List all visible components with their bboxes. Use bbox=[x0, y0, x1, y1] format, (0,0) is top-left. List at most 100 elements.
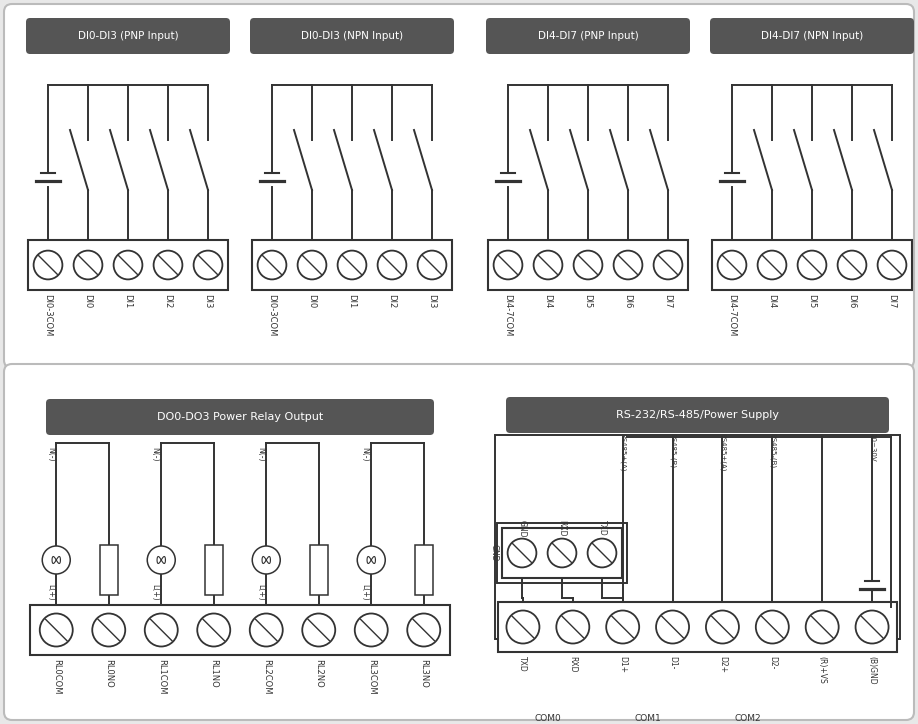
Text: (R)+VS: (R)+VS bbox=[818, 656, 827, 683]
Bar bbox=[30, 605, 450, 655]
Text: RXD: RXD bbox=[557, 520, 566, 536]
Bar bbox=[502, 528, 622, 578]
Circle shape bbox=[418, 251, 446, 279]
Text: DI7: DI7 bbox=[664, 294, 673, 308]
Circle shape bbox=[92, 613, 125, 647]
Bar bbox=[100, 545, 118, 595]
Text: DI1: DI1 bbox=[124, 294, 132, 308]
Text: L(+): L(+) bbox=[151, 584, 160, 601]
Text: RL2NO: RL2NO bbox=[314, 659, 323, 688]
Text: L(+): L(+) bbox=[46, 584, 55, 601]
Text: GND: GND bbox=[489, 544, 498, 562]
Text: DI2: DI2 bbox=[163, 294, 173, 308]
FancyBboxPatch shape bbox=[4, 4, 914, 368]
Text: RS485+(A): RS485+(A) bbox=[719, 433, 726, 471]
Text: DI0-DI3 (PNP Input): DI0-DI3 (PNP Input) bbox=[78, 31, 178, 41]
Circle shape bbox=[377, 251, 407, 279]
Circle shape bbox=[250, 613, 283, 647]
Bar bbox=[712, 240, 912, 290]
Circle shape bbox=[556, 610, 589, 644]
Circle shape bbox=[153, 251, 183, 279]
Bar bbox=[252, 240, 452, 290]
Circle shape bbox=[656, 610, 689, 644]
Circle shape bbox=[606, 610, 639, 644]
Text: DI4-7COM: DI4-7COM bbox=[727, 294, 736, 337]
Text: DI6: DI6 bbox=[623, 294, 633, 308]
Text: D2-: D2- bbox=[767, 656, 777, 670]
Bar bbox=[497, 523, 627, 583]
Text: L(+): L(+) bbox=[361, 584, 370, 601]
Text: RL1NO: RL1NO bbox=[209, 659, 218, 688]
FancyBboxPatch shape bbox=[4, 364, 914, 720]
Circle shape bbox=[507, 610, 540, 644]
Text: N(-): N(-) bbox=[256, 447, 264, 461]
Circle shape bbox=[147, 546, 175, 574]
Text: 10~30V: 10~30V bbox=[869, 433, 875, 462]
Circle shape bbox=[878, 251, 906, 279]
Text: N(-): N(-) bbox=[361, 447, 370, 461]
Text: DI4-DI7 (PNP Input): DI4-DI7 (PNP Input) bbox=[538, 31, 638, 41]
Circle shape bbox=[588, 539, 616, 568]
Text: DI4: DI4 bbox=[543, 294, 553, 308]
Text: DI4-DI7 (NPN Input): DI4-DI7 (NPN Input) bbox=[761, 31, 863, 41]
Circle shape bbox=[613, 251, 643, 279]
Text: COM2: COM2 bbox=[734, 714, 761, 723]
FancyBboxPatch shape bbox=[26, 18, 230, 54]
Circle shape bbox=[756, 610, 789, 644]
FancyBboxPatch shape bbox=[486, 18, 690, 54]
Circle shape bbox=[338, 251, 366, 279]
Bar bbox=[309, 545, 328, 595]
Text: COM0: COM0 bbox=[534, 714, 561, 723]
Text: DI4: DI4 bbox=[767, 294, 777, 308]
Text: (B)GND: (B)GND bbox=[868, 656, 877, 685]
Text: DI3: DI3 bbox=[428, 294, 436, 308]
Bar bbox=[205, 545, 223, 595]
Text: RL1COM: RL1COM bbox=[157, 659, 166, 694]
Circle shape bbox=[302, 613, 335, 647]
Text: D1+: D1+ bbox=[618, 656, 627, 673]
Text: DO0-DO3 Power Relay Output: DO0-DO3 Power Relay Output bbox=[157, 412, 323, 422]
Circle shape bbox=[718, 251, 746, 279]
Text: DI3: DI3 bbox=[204, 294, 212, 308]
Text: RL3NO: RL3NO bbox=[420, 659, 429, 688]
Text: TXD: TXD bbox=[519, 656, 528, 672]
Circle shape bbox=[548, 539, 577, 568]
Text: RS485-(B): RS485-(B) bbox=[669, 433, 676, 468]
Circle shape bbox=[837, 251, 867, 279]
Circle shape bbox=[39, 613, 73, 647]
Text: DI4-7COM: DI4-7COM bbox=[503, 294, 512, 337]
Text: RL2COM: RL2COM bbox=[262, 659, 271, 694]
Circle shape bbox=[73, 251, 103, 279]
Circle shape bbox=[494, 251, 522, 279]
Text: RS485-(B): RS485-(B) bbox=[769, 433, 776, 468]
Circle shape bbox=[114, 251, 142, 279]
Text: D2+: D2+ bbox=[718, 656, 727, 673]
Bar bbox=[415, 545, 432, 595]
Text: COM1: COM1 bbox=[634, 714, 661, 723]
Circle shape bbox=[258, 251, 286, 279]
Circle shape bbox=[357, 546, 386, 574]
Circle shape bbox=[354, 613, 387, 647]
FancyBboxPatch shape bbox=[46, 399, 434, 435]
FancyBboxPatch shape bbox=[710, 18, 914, 54]
Text: RL0NO: RL0NO bbox=[105, 659, 113, 688]
Circle shape bbox=[574, 251, 602, 279]
Circle shape bbox=[194, 251, 222, 279]
Text: DI7: DI7 bbox=[888, 294, 897, 308]
Bar bbox=[28, 240, 228, 290]
Circle shape bbox=[252, 546, 280, 574]
Text: DI5: DI5 bbox=[584, 294, 592, 308]
Text: TXD: TXD bbox=[598, 520, 607, 536]
Circle shape bbox=[806, 610, 839, 644]
Text: DI0-3COM: DI0-3COM bbox=[43, 294, 52, 337]
Text: RS485+(A): RS485+(A) bbox=[620, 433, 626, 471]
Text: RXD: RXD bbox=[568, 656, 577, 673]
Bar bbox=[495, 435, 900, 639]
Circle shape bbox=[197, 613, 230, 647]
Circle shape bbox=[34, 251, 62, 279]
Circle shape bbox=[533, 251, 563, 279]
Text: DI0-3COM: DI0-3COM bbox=[267, 294, 276, 337]
Text: N(-): N(-) bbox=[46, 447, 55, 461]
Text: D1-: D1- bbox=[668, 656, 677, 670]
Circle shape bbox=[856, 610, 889, 644]
